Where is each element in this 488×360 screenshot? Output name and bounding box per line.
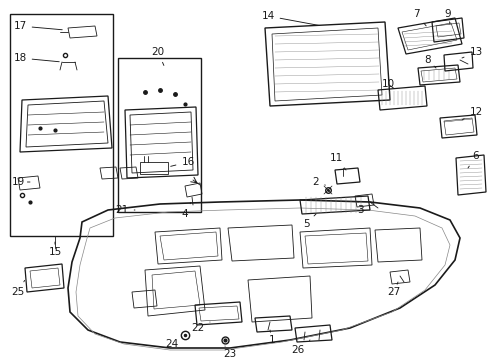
Text: 12: 12: [461, 107, 482, 120]
Text: 14: 14: [261, 11, 319, 26]
Text: 19: 19: [11, 177, 30, 187]
Text: 25: 25: [11, 280, 24, 297]
Text: 22: 22: [191, 322, 209, 333]
Text: 5: 5: [302, 214, 315, 229]
Text: 9: 9: [444, 9, 450, 24]
Text: 21: 21: [115, 205, 135, 215]
Text: 16: 16: [170, 157, 194, 167]
Text: 13: 13: [461, 47, 482, 58]
Text: 26: 26: [291, 340, 309, 355]
Text: 6: 6: [467, 151, 478, 168]
Text: 1: 1: [268, 330, 275, 345]
Text: 18: 18: [13, 53, 59, 63]
Text: 4: 4: [182, 202, 190, 219]
Text: 11: 11: [329, 153, 346, 170]
Bar: [118, 58, 201, 212]
Text: 27: 27: [386, 282, 400, 297]
Bar: [10, 14, 113, 236]
Text: 2: 2: [312, 177, 325, 187]
Text: 23: 23: [223, 346, 236, 359]
Text: 17: 17: [13, 21, 62, 31]
Text: 10: 10: [381, 79, 394, 89]
Text: 20: 20: [151, 47, 164, 66]
Text: 7: 7: [412, 9, 426, 26]
Text: 24: 24: [165, 337, 182, 349]
Text: 8: 8: [424, 55, 435, 68]
Text: 3: 3: [356, 202, 363, 215]
Text: 15: 15: [48, 242, 61, 257]
